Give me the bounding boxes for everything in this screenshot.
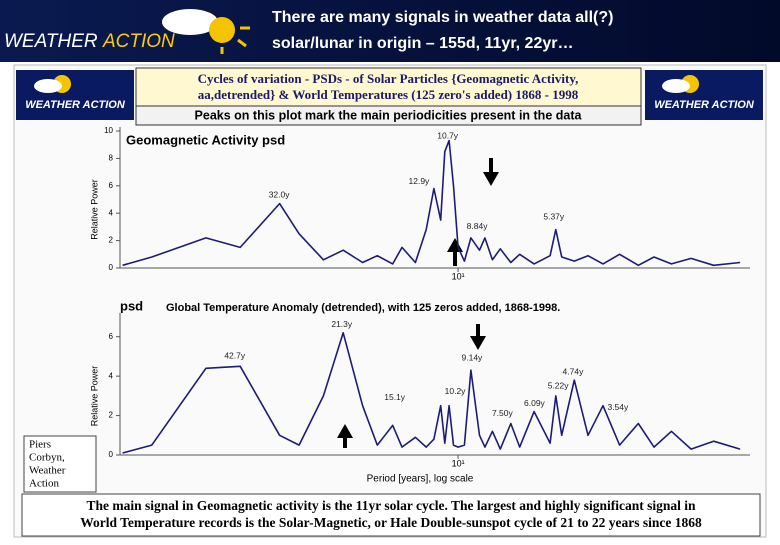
arrows [337, 158, 499, 448]
peak-label: 42.7y [224, 351, 246, 361]
banner-logo-text: WEATHER ACTION [25, 99, 126, 111]
chart-title: Geomagnetic Activity psd [126, 132, 285, 147]
banner-logo [645, 70, 763, 120]
peak-label: 5.22y [548, 380, 570, 390]
y-axis-label: Relative Power [89, 366, 99, 427]
figure-panel [13, 64, 767, 538]
y-tick-label: 10 [104, 126, 113, 135]
header-logo: WEATHER ACTION [4, 9, 250, 54]
x-tick-label: 10¹ [452, 271, 465, 281]
chart-title: Global Temperature Anomaly (detrended), … [166, 302, 560, 314]
peak-label: 8.84y [467, 221, 489, 231]
caption: World Temperature records is the Solar-M… [80, 515, 702, 530]
header-title: There are many signals in weather data a… [272, 9, 613, 26]
y-tick-label: 4 [109, 371, 114, 380]
psd-line [122, 332, 741, 454]
author-box [23, 435, 97, 493]
banner-logo-text: WEATHER ACTION [654, 99, 755, 111]
caption-box [21, 493, 761, 537]
y-tick-label: 0 [109, 263, 114, 272]
peak-label: 6.09y [524, 398, 546, 408]
peak-label: 10.2y [445, 386, 467, 396]
header-bar [0, 0, 780, 62]
author: Piers [29, 439, 51, 451]
peak-label: 9.14y [462, 353, 484, 363]
author: Action [29, 478, 59, 490]
chart-label: psd [120, 298, 143, 313]
peak-label: 5.37y [543, 212, 565, 222]
banner-logo [16, 70, 134, 120]
banner-title: Cycles of variation - PSDs - of Solar Pa… [198, 71, 579, 86]
author: Corbyn, [29, 452, 65, 464]
logo-text: WEATHER [4, 31, 98, 52]
peak-label: 32.0y [269, 190, 291, 200]
x-axis-label: Period [years], log scale [367, 474, 474, 485]
caption: The main signal in Geomagnetic activity … [86, 498, 696, 513]
x-tick-label: 10¹ [452, 458, 465, 468]
y-tick-label: 2 [109, 411, 114, 420]
subtitle-box [135, 105, 642, 126]
banner-subtitle: Peaks on this plot mark the main periodi… [195, 108, 583, 122]
logo-text: ACTION [102, 31, 175, 52]
author: Weather [29, 465, 66, 477]
header-title: solar/lunar in origin – 155d, 11yr, 22yr… [272, 35, 573, 52]
y-tick-label: 8 [109, 154, 114, 163]
peak-label: 10.7y [437, 131, 459, 141]
peak-label: 15.1y [384, 392, 406, 402]
y-tick-label: 6 [109, 181, 114, 190]
peak-label: 21.3y [331, 319, 353, 329]
banner-title: aa,detrended} & World Temperatures (125 … [198, 87, 579, 102]
y-tick-label: 0 [109, 450, 114, 459]
peak-label: 12.9y [409, 176, 431, 186]
y-axis-label: Relative Power [89, 179, 99, 240]
peak-label: 7.50y [492, 408, 514, 418]
y-tick-label: 2 [109, 236, 114, 245]
y-tick-label: 6 [109, 332, 114, 341]
peak-label: 4.74y [563, 366, 585, 376]
y-tick-label: 4 [109, 208, 114, 217]
psd-line [122, 139, 741, 267]
peak-label: 3.54y [607, 402, 629, 412]
